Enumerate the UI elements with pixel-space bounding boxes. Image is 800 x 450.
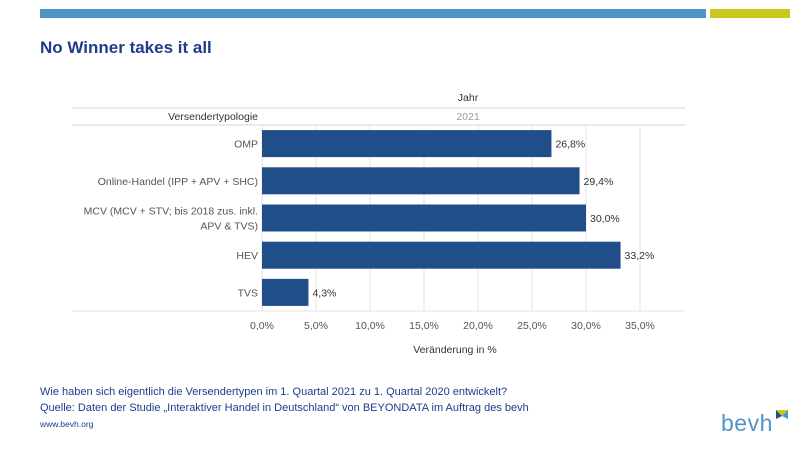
top-accent-bar-blue [40, 9, 706, 18]
bar [262, 204, 586, 232]
bevh-logo-mark-icon [775, 410, 788, 419]
bar [262, 130, 552, 158]
x-tick-label: 25,0% [517, 320, 547, 332]
footer-question: Wie haben sich eigentlich die Versendert… [40, 386, 508, 398]
data-label: 29,4% [584, 176, 614, 188]
x-tick-label: 5,0% [304, 320, 328, 332]
column-value: 2021 [456, 111, 480, 123]
x-tick-label: 30,0% [571, 320, 601, 332]
x-tick-label: 35,0% [625, 320, 655, 332]
column-header: Jahr [458, 92, 479, 104]
category-label: APV & TVS) [200, 221, 258, 233]
data-label: 4,3% [312, 287, 336, 299]
data-label: 26,8% [555, 139, 585, 151]
top-accent-bar-green [710, 9, 790, 18]
bar [262, 278, 309, 306]
category-label: OMP [234, 139, 258, 151]
x-tick-label: 10,0% [355, 320, 385, 332]
footer-source: Quelle: Daten der Studie „Interaktiver H… [40, 402, 529, 414]
slide-title: No Winner takes it all [40, 38, 212, 57]
data-label: 33,2% [625, 250, 655, 262]
category-label: Online-Handel (IPP + APV + SHC) [98, 176, 258, 188]
x-tick-label: 0,0% [250, 320, 274, 332]
category-label: MCV (MCV + STV; bis 2018 zus. inkl. [84, 206, 258, 218]
footer-url[interactable]: www.bevh.org [40, 419, 94, 429]
x-axis-label: Veränderung in % [413, 344, 496, 356]
category-label: TVS [238, 287, 258, 299]
row-header: Versendertypologie [168, 111, 258, 123]
x-tick-label: 15,0% [409, 320, 439, 332]
category-label: HEV [236, 250, 258, 262]
x-tick-label: 20,0% [463, 320, 493, 332]
logo-text: bevh [721, 410, 773, 436]
bar [262, 167, 580, 195]
bevh-logo: bevh [721, 410, 788, 436]
data-label: 30,0% [590, 213, 620, 225]
bar [262, 241, 621, 269]
